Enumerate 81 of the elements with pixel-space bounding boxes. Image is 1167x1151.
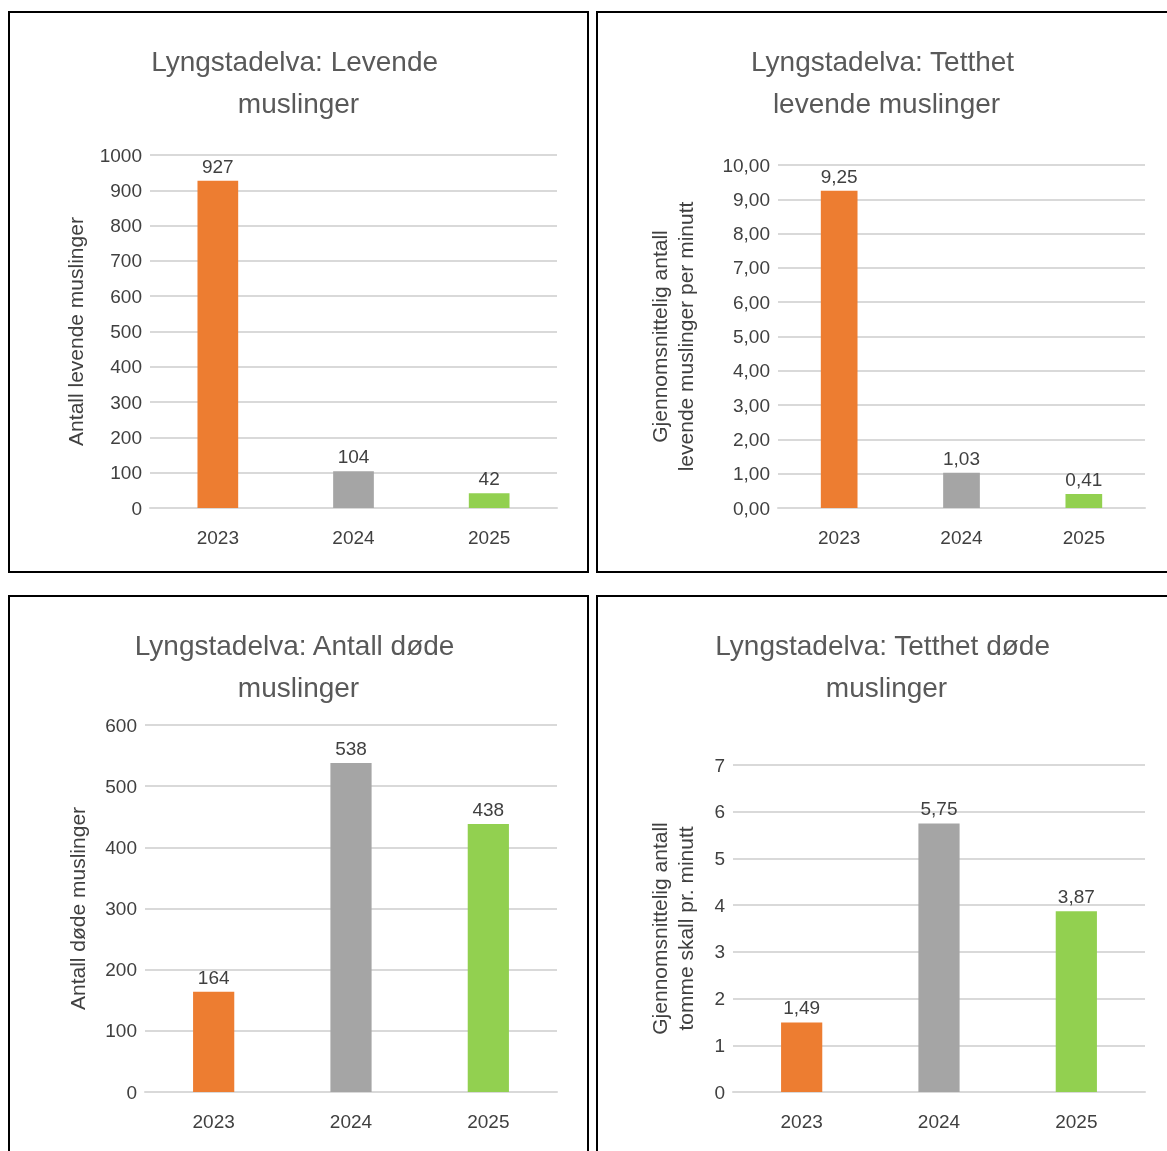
y-tick-label: 400: [110, 356, 142, 378]
bar: [918, 823, 960, 1092]
y-axis-title: Antall levende muslinger: [64, 217, 88, 446]
y-axis-title: Gjennomsnittelig antall levende muslinger per minutt: [647, 201, 697, 472]
data-label: 104: [337, 446, 370, 468]
y-tick-label: 1,00: [733, 463, 770, 485]
data-label: 3,87: [1057, 886, 1095, 908]
y-tick-label: 900: [110, 179, 142, 201]
bar: [1055, 911, 1097, 1092]
y-tick-label: 100: [110, 462, 142, 484]
y-tick-label: 10,00: [722, 154, 770, 176]
y-tick-label: 6: [714, 801, 725, 823]
y-tick-label: 300: [105, 898, 137, 919]
y-tick-label: 5: [714, 847, 725, 869]
x-tick-label: 2025: [1055, 1111, 1098, 1132]
data-label: 5,75: [920, 798, 958, 820]
bar: [820, 190, 858, 508]
y-tick-label: 0,00: [733, 497, 770, 519]
y-tick-label: 5,00: [733, 326, 770, 347]
y-tick-label: 7: [714, 754, 725, 776]
y-tick-label: 0: [714, 1081, 725, 1103]
y-tick-label: 300: [110, 391, 142, 413]
x-tick-label: 2025: [468, 527, 511, 548]
y-axis-title: Antall døde muslinger: [65, 806, 89, 1011]
bar: [1065, 493, 1103, 508]
data-label: 164: [197, 966, 230, 988]
bar: [333, 471, 374, 508]
y-tick-label: 4,00: [733, 360, 770, 382]
bar: [467, 824, 509, 1092]
x-tick-label: 2024: [940, 527, 984, 548]
y-tick-label: 6,00: [733, 291, 770, 313]
y-tick-label: 2: [714, 988, 725, 1010]
y-tick-label: 0: [131, 497, 142, 519]
bar: [468, 493, 510, 508]
y-tick-label: 500: [105, 775, 137, 797]
y-tick-label: 700: [110, 250, 142, 272]
y-tick-label: 7,00: [733, 257, 770, 279]
bar: [193, 991, 235, 1092]
bar: [197, 180, 239, 508]
chart-title: Lyngstadelva: Levende muslinger: [151, 45, 446, 119]
y-tick-label: 8,00: [733, 223, 770, 245]
y-tick-label: 3: [714, 941, 725, 963]
y-tick-label: 1000: [99, 144, 142, 166]
y-tick-label: 9,00: [733, 188, 770, 210]
y-tick-label: 600: [105, 714, 137, 736]
x-tick-label: 2023: [780, 1111, 823, 1132]
x-tick-label: 2025: [1062, 527, 1105, 548]
x-tick-label: 2025: [467, 1111, 510, 1132]
data-label: 9,25: [820, 165, 858, 187]
y-axis-title: Gjennomsnittelig antall tomme skall pr. minutt: [647, 822, 697, 1035]
data-label: 438: [472, 799, 505, 821]
y-tick-label: 400: [105, 836, 137, 858]
y-tick-label: 600: [110, 285, 142, 307]
y-tick-label: 2,00: [733, 428, 770, 450]
y-tick-label: 0: [126, 1081, 137, 1103]
data-label: 538: [335, 737, 367, 759]
data-label: 0,41: [1065, 468, 1103, 490]
chart-title: Lyngstadelva: Tetthet levende muslinger: [751, 45, 1022, 119]
x-tick-label: 2024: [332, 527, 376, 548]
y-tick-label: 200: [105, 959, 137, 981]
data-label: 1,03: [943, 447, 980, 469]
chart-title: Lyngstadelva: Antall døde muslinger: [134, 629, 463, 703]
y-tick-label: 3,00: [733, 394, 770, 416]
y-tick-label: 4: [714, 894, 726, 916]
y-tick-label: 100: [105, 1020, 137, 1042]
y-tick-label: 800: [110, 215, 142, 237]
y-tick-label: 200: [110, 426, 142, 448]
chart-title: Lyngstadelva: Tetthet døde muslinger: [715, 629, 1058, 703]
bar: [330, 762, 372, 1092]
x-tick-label: 2024: [329, 1111, 373, 1132]
x-tick-label: 2023: [196, 527, 239, 548]
bar: [781, 1022, 823, 1092]
x-tick-label: 2023: [818, 527, 861, 548]
bar: [943, 472, 980, 508]
data-label: 927: [201, 155, 234, 177]
y-tick-label: 1: [714, 1034, 725, 1056]
x-tick-label: 2023: [192, 1111, 235, 1132]
data-label: 1,49: [783, 997, 821, 1019]
x-tick-label: 2024: [917, 1111, 961, 1132]
y-tick-label: 500: [110, 321, 142, 342]
data-label: 42: [478, 468, 500, 490]
